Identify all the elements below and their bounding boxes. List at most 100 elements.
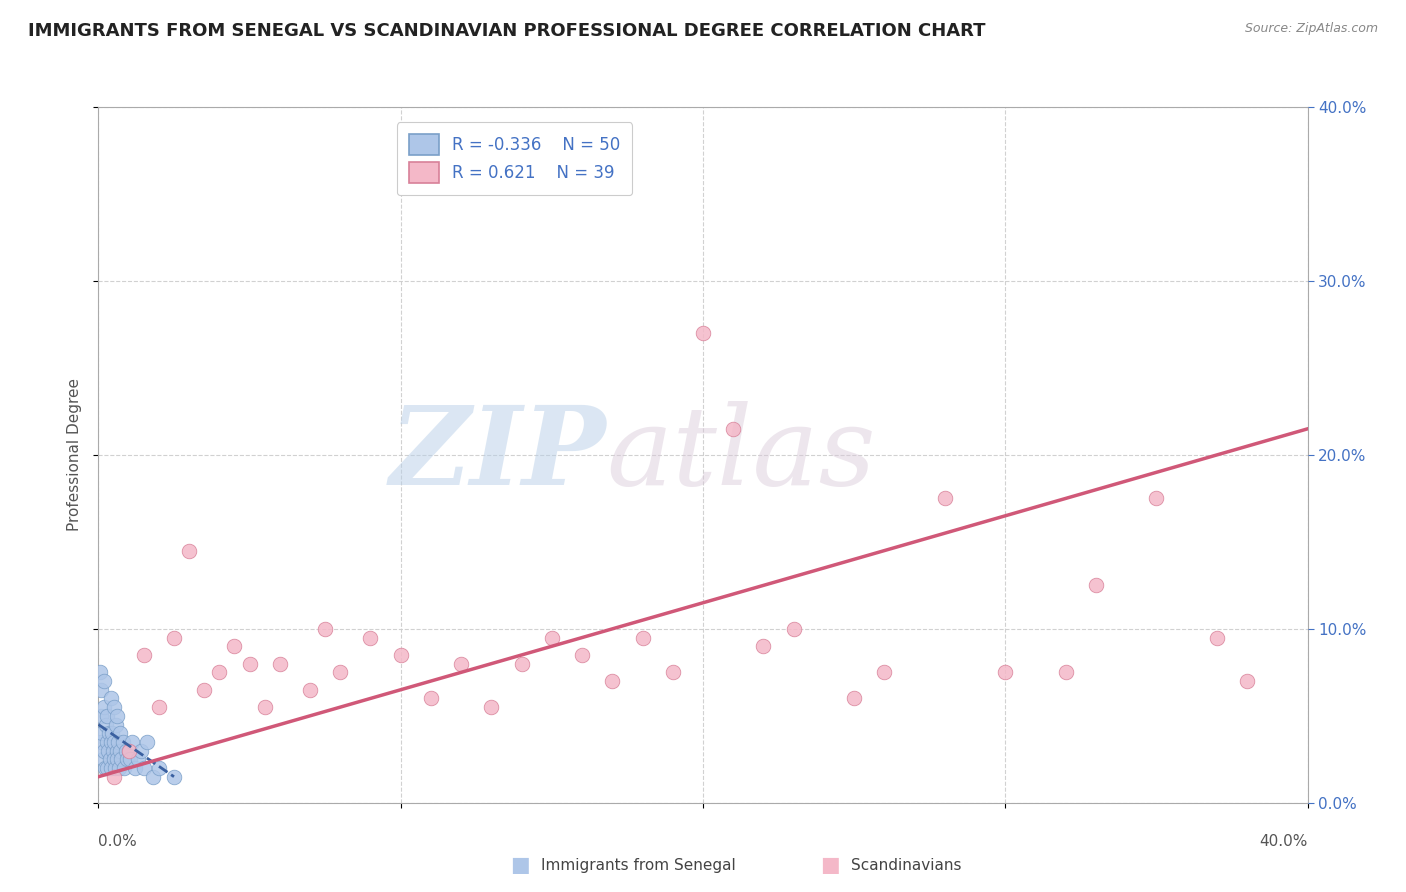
Point [239, 657, 262, 671]
Point [510, 657, 533, 671]
Point [994, 665, 1017, 680]
Point [127, 752, 149, 766]
Point [844, 691, 866, 706]
Point [91, 726, 114, 740]
Point [96, 708, 118, 723]
Point [91, 752, 114, 766]
Point [90, 708, 112, 723]
Point [1146, 491, 1168, 506]
Point [105, 708, 128, 723]
Point [101, 726, 124, 740]
Point [571, 648, 593, 662]
Point [108, 761, 131, 775]
Legend: R = -0.336    N = 50, R = 0.621    N = 39: R = -0.336 N = 50, R = 0.621 N = 39 [396, 122, 631, 195]
Point [100, 691, 122, 706]
Point [1236, 674, 1258, 689]
Point [450, 657, 472, 671]
Point [103, 735, 125, 749]
Point [142, 770, 165, 784]
Point [101, 744, 124, 758]
Point [224, 639, 246, 653]
Point [93, 700, 115, 714]
Text: IMMIGRANTS FROM SENEGAL VS SCANDINAVIAN PROFESSIONAL DEGREE CORRELATION CHART: IMMIGRANTS FROM SENEGAL VS SCANDINAVIAN … [28, 22, 986, 40]
Point [118, 744, 141, 758]
Point [97, 744, 120, 758]
Point [93, 744, 115, 758]
Point [110, 752, 132, 766]
Point [269, 657, 291, 671]
Point [783, 622, 806, 636]
Point [120, 752, 142, 766]
Point [420, 691, 443, 706]
Point [96, 761, 118, 775]
Point [602, 674, 624, 689]
Text: ZIP: ZIP [389, 401, 606, 508]
Point [329, 665, 352, 680]
Point [96, 735, 118, 749]
Point [108, 726, 131, 740]
Text: atlas: atlas [606, 401, 876, 508]
Text: Immigrants from Senegal: Immigrants from Senegal [541, 858, 737, 872]
Point [104, 761, 127, 775]
Point [114, 744, 136, 758]
Point [132, 761, 155, 775]
Point [90, 735, 112, 749]
Text: Source: ZipAtlas.com: Source: ZipAtlas.com [1244, 22, 1378, 36]
Point [179, 543, 201, 558]
Point [90, 682, 112, 697]
Point [118, 744, 141, 758]
Text: 0.0%: 0.0% [98, 834, 138, 849]
Point [135, 735, 157, 749]
Point [93, 674, 115, 689]
Point [115, 752, 138, 766]
Point [299, 682, 322, 697]
Point [107, 735, 129, 749]
Point [129, 744, 152, 758]
Point [1085, 578, 1108, 592]
Point [360, 631, 382, 645]
Point [148, 700, 170, 714]
Point [873, 665, 896, 680]
Point [752, 639, 775, 653]
Point [692, 326, 714, 340]
Point [98, 752, 121, 766]
Text: ■: ■ [510, 855, 530, 875]
Point [253, 700, 276, 714]
Point [389, 648, 412, 662]
Point [163, 770, 186, 784]
Text: Scandinavians: Scandinavians [851, 858, 962, 872]
Point [103, 752, 125, 766]
Point [662, 665, 685, 680]
Point [481, 700, 503, 714]
Point [124, 761, 146, 775]
Point [723, 422, 745, 436]
Point [934, 491, 956, 506]
Point [631, 631, 654, 645]
Point [94, 717, 117, 731]
Y-axis label: Professional Degree: Professional Degree [67, 378, 83, 532]
Point [163, 631, 186, 645]
Point [100, 761, 122, 775]
Point [121, 735, 143, 749]
Point [105, 744, 128, 758]
Point [94, 761, 117, 775]
Point [108, 744, 131, 758]
Point [132, 648, 155, 662]
Point [89, 665, 111, 680]
Point [148, 761, 170, 775]
Point [111, 735, 134, 749]
Point [100, 735, 122, 749]
Point [541, 631, 564, 645]
Point [314, 622, 336, 636]
Point [112, 761, 135, 775]
Point [1206, 631, 1229, 645]
Point [103, 770, 125, 784]
Point [104, 717, 127, 731]
Text: 40.0%: 40.0% [1260, 834, 1308, 849]
Point [105, 752, 128, 766]
Point [208, 665, 231, 680]
Point [98, 726, 121, 740]
Text: ■: ■ [820, 855, 839, 875]
Point [103, 700, 125, 714]
Point [193, 682, 215, 697]
